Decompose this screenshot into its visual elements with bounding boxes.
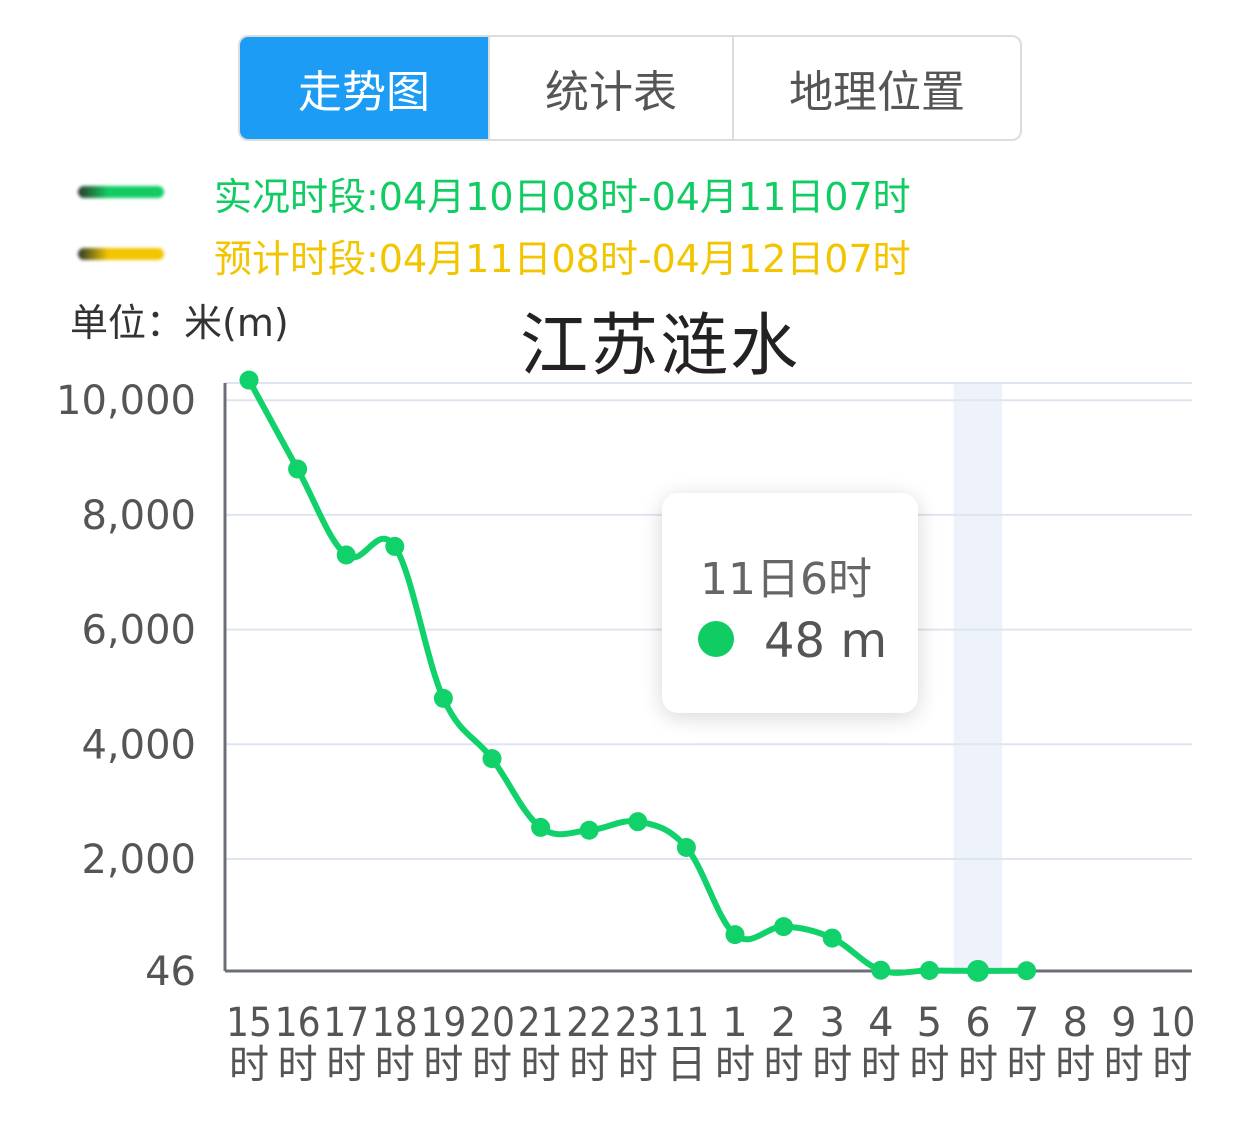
x-tick-label: 23 — [615, 1000, 661, 1046]
x-tick-label: 15 — [226, 1000, 272, 1046]
y-tick-label: 2,000 — [81, 837, 196, 883]
x-tick-label: 19 — [420, 1000, 466, 1046]
x-tick-label-unit: 时 — [909, 1042, 949, 1088]
x-tick-label-unit: 日 — [666, 1042, 706, 1088]
tab-trend-chart[interactable]: 走势图 — [240, 37, 488, 139]
x-tick-label-unit: 时 — [958, 1042, 998, 1088]
x-tick-label-unit: 时 — [278, 1042, 318, 1088]
tooltip-time: 11日6时 — [700, 554, 872, 605]
x-tick-label-unit: 时 — [812, 1042, 852, 1088]
data-point — [822, 928, 842, 948]
legend-observed-text: 实况时段:04月10日08时-04月11日07时 — [214, 175, 911, 219]
tooltip-series-dot — [698, 621, 734, 657]
x-tick-label: 10 — [1149, 1000, 1195, 1046]
tab-bar: 走势图 统计表 地理位置 — [238, 35, 1022, 141]
legend-observed-swatch — [78, 186, 164, 198]
data-point — [579, 820, 599, 840]
x-tick-label: 9 — [1111, 1000, 1136, 1046]
x-tick-label: 17 — [323, 1000, 369, 1046]
data-point — [239, 370, 259, 390]
data-point — [871, 960, 891, 980]
x-tick-label-unit: 时 — [1104, 1042, 1144, 1088]
x-tick-label: 1 — [722, 1000, 747, 1046]
tooltip: 11日6时 48 m — [662, 493, 918, 713]
data-point — [676, 837, 696, 857]
data-point — [1017, 961, 1037, 981]
data-point — [628, 812, 648, 832]
x-tick-label: 20 — [469, 1000, 515, 1046]
x-tick-label: 18 — [372, 1000, 418, 1046]
x-tick-label: 21 — [518, 1000, 564, 1046]
x-tick-label-unit: 时 — [861, 1042, 901, 1088]
x-tick-label: 11 — [663, 1000, 709, 1046]
x-tick-label-unit: 时 — [472, 1042, 512, 1088]
tab-statistics-table[interactable]: 统计表 — [488, 37, 732, 139]
tab-geo-location[interactable]: 地理位置 — [732, 37, 1020, 139]
x-tick-label: 5 — [917, 1000, 942, 1046]
x-tick-label-unit: 时 — [1152, 1042, 1192, 1088]
data-point — [967, 959, 989, 982]
legend-forecast-text: 预计时段:04月11日08时-04月12日07时 — [214, 237, 911, 281]
data-point — [385, 536, 405, 556]
y-tick-label: 8,000 — [81, 493, 196, 539]
legend-forecast-swatch — [78, 248, 164, 260]
x-tick-label: 16 — [275, 1000, 321, 1046]
x-tick-label: 6 — [965, 1000, 990, 1046]
data-point — [919, 960, 939, 980]
hover-highlight-band — [953, 383, 1003, 971]
data-point — [774, 917, 794, 937]
data-point — [725, 925, 745, 945]
data-point — [336, 545, 356, 565]
x-tick-label-unit: 时 — [618, 1042, 658, 1088]
y-tick-label: 6,000 — [81, 608, 196, 654]
x-tick-label-unit: 时 — [423, 1042, 463, 1088]
x-tick-label-unit: 时 — [521, 1042, 561, 1088]
y-tick-label: 10,000 — [56, 378, 196, 424]
y-tick-label: 46 — [145, 949, 196, 995]
data-point — [288, 459, 308, 479]
x-tick-label-unit: 时 — [569, 1042, 609, 1088]
x-tick-label-unit: 时 — [375, 1042, 415, 1088]
x-tick-label-unit: 时 — [764, 1042, 804, 1088]
chart-title: 江苏涟水 — [520, 307, 801, 386]
data-point — [531, 817, 551, 837]
x-tick-label-unit: 时 — [1055, 1042, 1095, 1088]
tooltip-value: 48 m — [764, 613, 888, 669]
y-tick-label: 4,000 — [81, 722, 196, 768]
x-tick-label: 22 — [566, 1000, 612, 1046]
x-tick-label: 7 — [1014, 1000, 1039, 1046]
x-tick-label-unit: 时 — [229, 1042, 269, 1088]
x-tick-label-unit: 时 — [326, 1042, 366, 1088]
x-tick-label: 8 — [1062, 1000, 1087, 1046]
x-tick-label: 4 — [868, 1000, 893, 1046]
x-tick-label: 2 — [771, 1000, 796, 1046]
x-tick-label-unit: 时 — [1007, 1042, 1047, 1088]
unit-label: 单位：米(m) — [70, 301, 289, 345]
data-point — [433, 688, 453, 708]
x-tick-label-unit: 时 — [715, 1042, 755, 1088]
x-tick-label: 3 — [819, 1000, 844, 1046]
data-point — [482, 749, 502, 769]
